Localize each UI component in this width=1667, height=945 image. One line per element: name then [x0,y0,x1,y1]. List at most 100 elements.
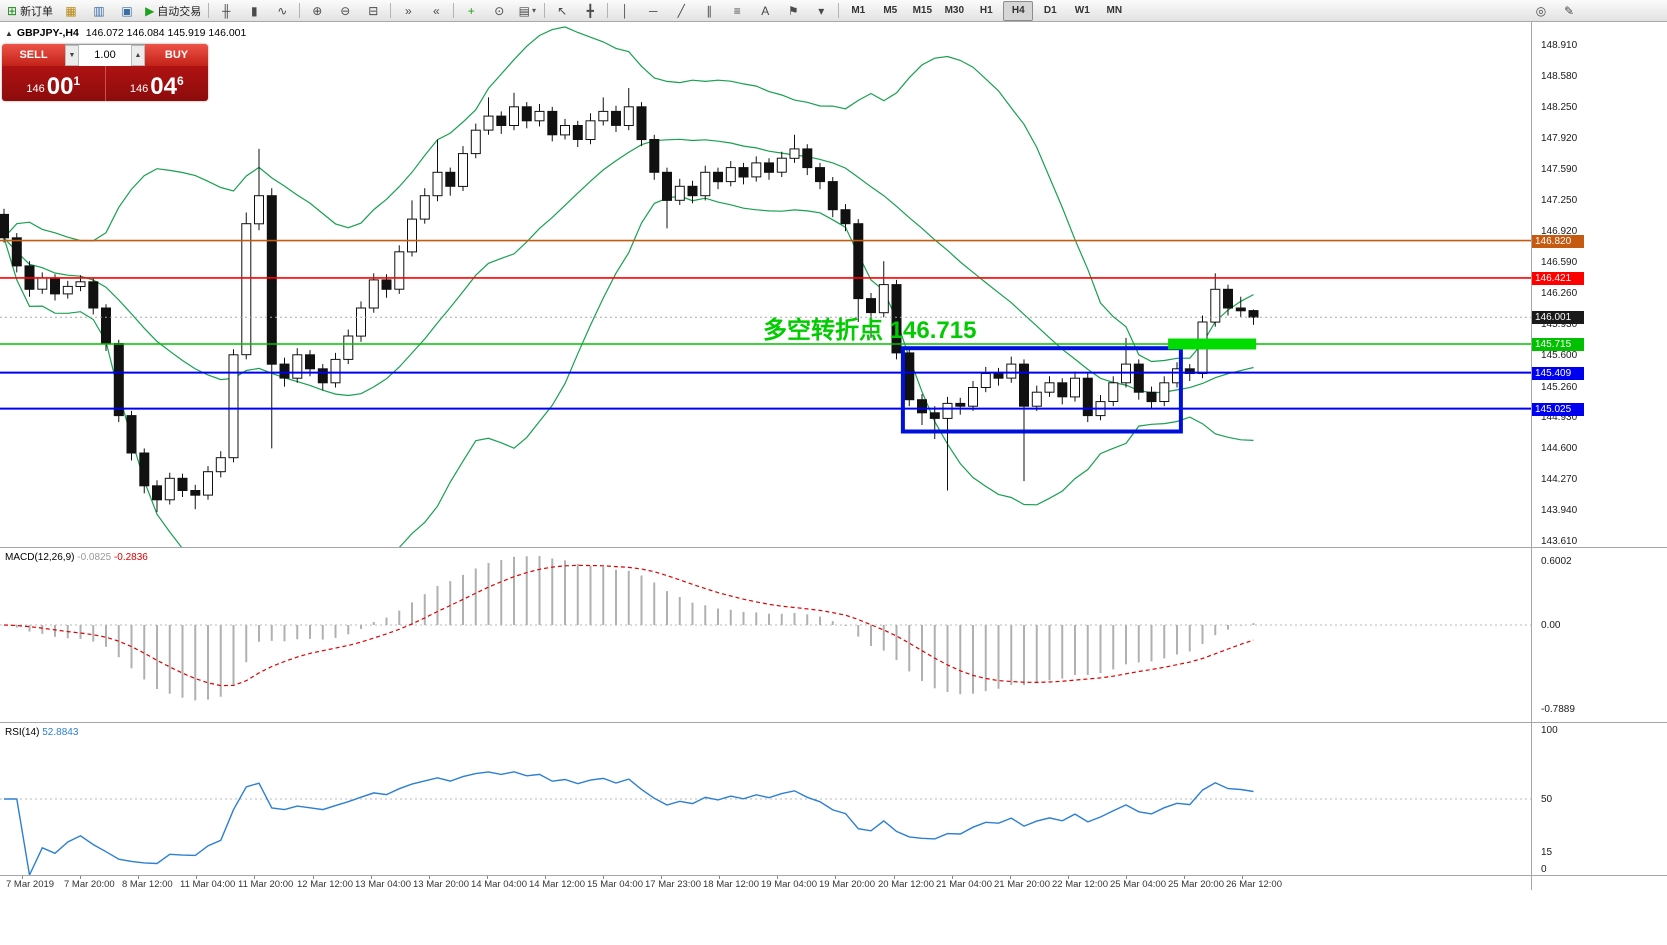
splitter-macd-rsi[interactable] [0,722,1667,723]
rsi-scale-label: 15 [1541,847,1553,858]
rsi-scale-label: 0 [1541,864,1547,875]
vertical-line[interactable]: │ [612,1,638,21]
tile-windows[interactable]: ⊟ [360,1,386,21]
main-price-chart[interactable] [0,22,1531,548]
tf-m15[interactable]: M15 [907,1,937,21]
buy-button[interactable]: BUY [145,44,208,66]
bar-chart[interactable]: ╫ [213,1,239,21]
splitter-main-macd[interactable] [0,547,1667,548]
chart-window[interactable]: ▦ [58,1,84,21]
buy-price-base: 146 [129,83,149,95]
one-click-collapse-icon[interactable]: ▲ [5,28,13,38]
bar-chart-icon: ╫ [222,3,231,18]
rsi-label: RSI(14) 52.8843 [5,727,78,738]
time-tick [835,875,836,879]
volume-down-icon[interactable]: ▼ [65,45,79,66]
toolbar-separator [838,3,840,18]
edit-compose[interactable]: ✎ [1556,1,1582,21]
crosshair[interactable]: ╋ [577,1,603,21]
zoom-in[interactable]: ⊕ [304,1,330,21]
tf-mn[interactable]: MN [1099,1,1129,21]
consolidation-rectangle[interactable] [900,346,1183,434]
trendline[interactable]: ╱ [668,1,694,21]
time-tick [80,875,81,879]
time-tick [371,875,372,879]
price-tag: 146.421 [1532,272,1584,285]
new-order[interactable]: ⊞ 新订单 [4,1,56,21]
volume-value[interactable]: 1.00 [94,49,116,61]
search[interactable]: ◎ [1528,1,1554,21]
tf-h1[interactable]: H1 [971,1,1001,21]
toolbar-separator [607,3,609,18]
time-tick [1126,875,1127,879]
zoom-out[interactable]: ⊖ [332,1,358,21]
arrows[interactable]: ⚑ [780,1,806,21]
indicators-list[interactable]: + [458,1,484,21]
auto-scroll[interactable]: » [395,1,421,21]
rsi-scale-label: 50 [1541,794,1553,805]
periods[interactable]: ⊙ [486,1,512,21]
buy-price[interactable]: 146 04 6 [106,66,209,101]
tf-mn-label: MN [1106,5,1123,16]
volume-up-icon[interactable]: ▲ [131,45,145,66]
time-label: 19 Mar 20:00 [819,879,875,890]
autotrading-label: 自动交易 [157,5,202,18]
horizontal-levels-layer[interactable] [0,239,1531,410]
time-axis[interactable]: 7 Mar 2019 7 Mar 20:00 8 Mar 12:00 11 Mar 0… [0,875,1531,892]
rsi-line [4,771,1254,875]
horizontal-line[interactable]: ─ [640,1,666,21]
chart-window-icon: ▦ [65,3,77,18]
support-highlight-bar[interactable] [1168,338,1257,350]
sell-price[interactable]: 146 00 1 [2,66,105,101]
tf-m30[interactable]: M30 [939,1,969,21]
toolbar: ⊞ 新订单 ▦ ▥ ▣ ▶ 自动交易 ╫ ▮ ∿ ⊕ ⊖ ⊟» «+ ⊙ ▤ ▾ ↖ ╋ │ ─ ╱ ∥ ≡ A ⚑ ▾ M1 M5 M1… [0,0,1667,22]
line-chart[interactable]: ∿ [269,1,295,21]
zoom-out-icon: ⊖ [340,3,351,18]
macd-name: MACD(12,26,9) [5,552,75,563]
price-scale-label: 147.590 [1541,164,1578,175]
equidistant-channel[interactable]: ∥ [696,1,722,21]
tf-m1[interactable]: M1 [843,1,873,21]
time-tick [1068,875,1069,879]
templates[interactable]: ▤ ▾ [514,1,540,21]
tf-d1[interactable]: D1 [1035,1,1065,21]
price-scale[interactable]: 148.910 148.580 148.250 147.920 147.590 147.2… [1532,22,1667,890]
symbol-ohlc-values: 146.072 146.084 145.919 146.001 [85,27,247,39]
crosshair-icon: ╋ [586,3,594,18]
shapes[interactable]: ▾ [808,1,834,21]
tf-h4[interactable]: H4 [1003,0,1034,21]
time-tick [894,875,895,879]
tf-m5[interactable]: M5 [875,1,905,21]
volume-stepper: ▼ 1.00 ▲ [65,44,145,66]
symbol-title: GBPJPY-,H4 [16,27,79,39]
tf-m5-label: M5 [883,5,898,16]
periods-icon: ⊙ [494,3,505,18]
data-window[interactable]: ▣ [114,1,140,21]
text-label[interactable]: A [752,1,778,21]
buy-price-big: 04 [150,73,177,100]
price-scale-label: 143.940 [1541,505,1578,516]
candlestick-chart[interactable]: ▮ [241,1,267,21]
cursor[interactable]: ↖ [549,1,575,21]
time-tick [1010,875,1011,879]
autotrading-icon: ▶ [145,3,155,18]
price-scale-label: 148.250 [1541,102,1578,113]
time-label: 7 Mar 20:00 [64,879,115,890]
chart-shift[interactable]: « [423,1,449,21]
toolbar-group: M1 M5 M15 M30 H1 H4 D1 W1 MN [842,0,1130,22]
price-scale-label: 147.920 [1541,133,1578,144]
fibonacci[interactable]: ≡ [724,1,750,21]
sell-button[interactable]: SELL [2,44,65,66]
time-label: 17 Mar 23:00 [645,879,701,890]
chart-shift-icon: « [432,3,440,18]
market-watch-icon: ▥ [93,3,105,18]
autotrading[interactable]: ▶ 自动交易 [142,1,204,21]
tf-w1[interactable]: W1 [1067,1,1097,21]
market-watch[interactable]: ▥ [86,1,112,21]
macd-indicator-pane[interactable] [0,548,1531,722]
symbol-header: ▲ GBPJPY-,H4 146.072 146.084 145.919 146… [5,27,246,39]
bollinger-bands-layer [3,26,1254,548]
templates-caret-icon: ▾ [531,6,536,15]
turning-point-annotation[interactable]: 多空转折点 146.715 [763,317,977,344]
rsi-indicator-pane[interactable] [0,723,1531,875]
